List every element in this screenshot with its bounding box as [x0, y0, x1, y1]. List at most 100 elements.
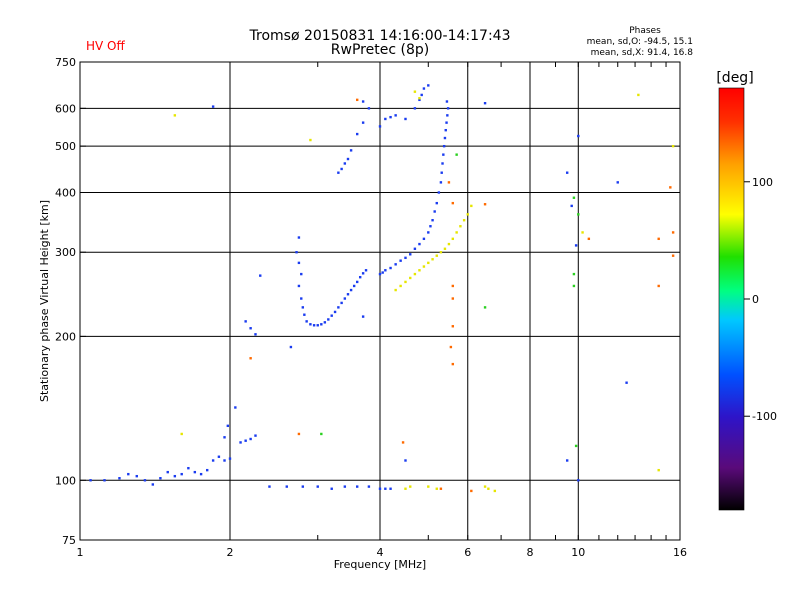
- data-point: [427, 485, 430, 488]
- y-tick-label: 500: [55, 140, 76, 153]
- data-point: [587, 237, 591, 241]
- data-point: [625, 381, 628, 384]
- data-point: [254, 434, 257, 437]
- data-point: [394, 263, 397, 266]
- hv-status-label: HV Off: [86, 39, 125, 53]
- data-point: [447, 242, 451, 246]
- data-point: [427, 261, 430, 265]
- data-point: [445, 121, 448, 124]
- data-point: [118, 477, 121, 480]
- colorbar-tick-label: 0: [752, 293, 759, 306]
- data-point: [413, 107, 417, 110]
- data-point: [355, 280, 359, 284]
- data-point: [409, 276, 412, 280]
- data-point: [418, 96, 421, 100]
- data-point: [435, 254, 438, 257]
- data-point: [669, 186, 672, 189]
- data-point: [449, 345, 453, 349]
- data-point: [443, 247, 447, 250]
- data-point: [333, 310, 337, 314]
- data-point: [337, 171, 340, 174]
- data-point: [127, 472, 130, 476]
- data-point: [404, 459, 407, 462]
- data-point: [259, 274, 262, 277]
- data-point: [581, 231, 584, 234]
- data-point: [300, 272, 303, 276]
- data-point: [223, 459, 226, 462]
- data-point: [431, 258, 434, 261]
- data-point: [483, 203, 487, 206]
- x-tick-label: 4: [377, 546, 384, 559]
- data-point: [330, 314, 333, 317]
- data-point: [355, 132, 359, 136]
- data-point: [180, 472, 183, 476]
- data-point: [343, 297, 347, 300]
- data-point: [330, 487, 333, 490]
- data-point: [399, 259, 402, 262]
- data-point: [226, 424, 230, 428]
- data-point: [418, 98, 421, 102]
- data-point: [343, 162, 347, 165]
- data-point: [89, 479, 92, 482]
- data-point: [577, 134, 580, 138]
- data-point: [300, 297, 303, 300]
- data-point: [572, 196, 576, 199]
- data-point: [295, 251, 298, 254]
- x-axis-label: Frequency [MHz]: [334, 558, 426, 571]
- data-point: [343, 485, 347, 488]
- data-point: [451, 297, 455, 300]
- data-point: [285, 485, 288, 488]
- data-point: [462, 219, 466, 222]
- data-point: [442, 153, 445, 156]
- data-point: [413, 247, 417, 250]
- x-tick-label: 8: [527, 546, 534, 559]
- data-point: [349, 288, 353, 292]
- data-point: [422, 87, 426, 90]
- data-point: [574, 244, 578, 247]
- data-point: [193, 470, 197, 474]
- data-point: [435, 201, 438, 205]
- data-point: [173, 114, 177, 117]
- data-point: [657, 237, 660, 241]
- data-point: [297, 284, 301, 288]
- data-point: [574, 444, 578, 448]
- data-point: [451, 237, 455, 241]
- data-point: [470, 204, 473, 208]
- data-point: [422, 237, 426, 241]
- phases-title: Phases: [629, 26, 661, 36]
- data-point: [451, 362, 455, 366]
- data-point: [443, 136, 447, 140]
- colorbar-tick-label: 100: [752, 176, 773, 189]
- data-point: [305, 320, 308, 323]
- data-point: [316, 324, 319, 327]
- data-point: [671, 144, 675, 148]
- data-point: [451, 201, 455, 205]
- data-point: [671, 254, 675, 257]
- data-point: [483, 101, 487, 105]
- data-point: [572, 284, 576, 288]
- data-point: [249, 357, 252, 360]
- data-point: [444, 128, 447, 132]
- data-point: [211, 459, 215, 462]
- data-point: [244, 439, 247, 442]
- data-point: [312, 324, 316, 327]
- data-point: [572, 272, 576, 276]
- data-point: [211, 105, 215, 108]
- x-tick-label: 16: [673, 546, 687, 559]
- data-point: [103, 479, 106, 482]
- data-point: [657, 468, 660, 472]
- data-point: [323, 321, 327, 324]
- data-point: [418, 269, 421, 272]
- data-point: [413, 90, 417, 93]
- data-point: [446, 107, 450, 110]
- data-point: [470, 489, 473, 493]
- data-point: [446, 114, 449, 117]
- grid-lines: [79, 61, 681, 541]
- data-point: [451, 284, 455, 288]
- data-point: [433, 210, 436, 213]
- data-point: [466, 213, 469, 216]
- data-point: [483, 306, 487, 309]
- data-point: [346, 157, 350, 161]
- data-point: [445, 100, 449, 103]
